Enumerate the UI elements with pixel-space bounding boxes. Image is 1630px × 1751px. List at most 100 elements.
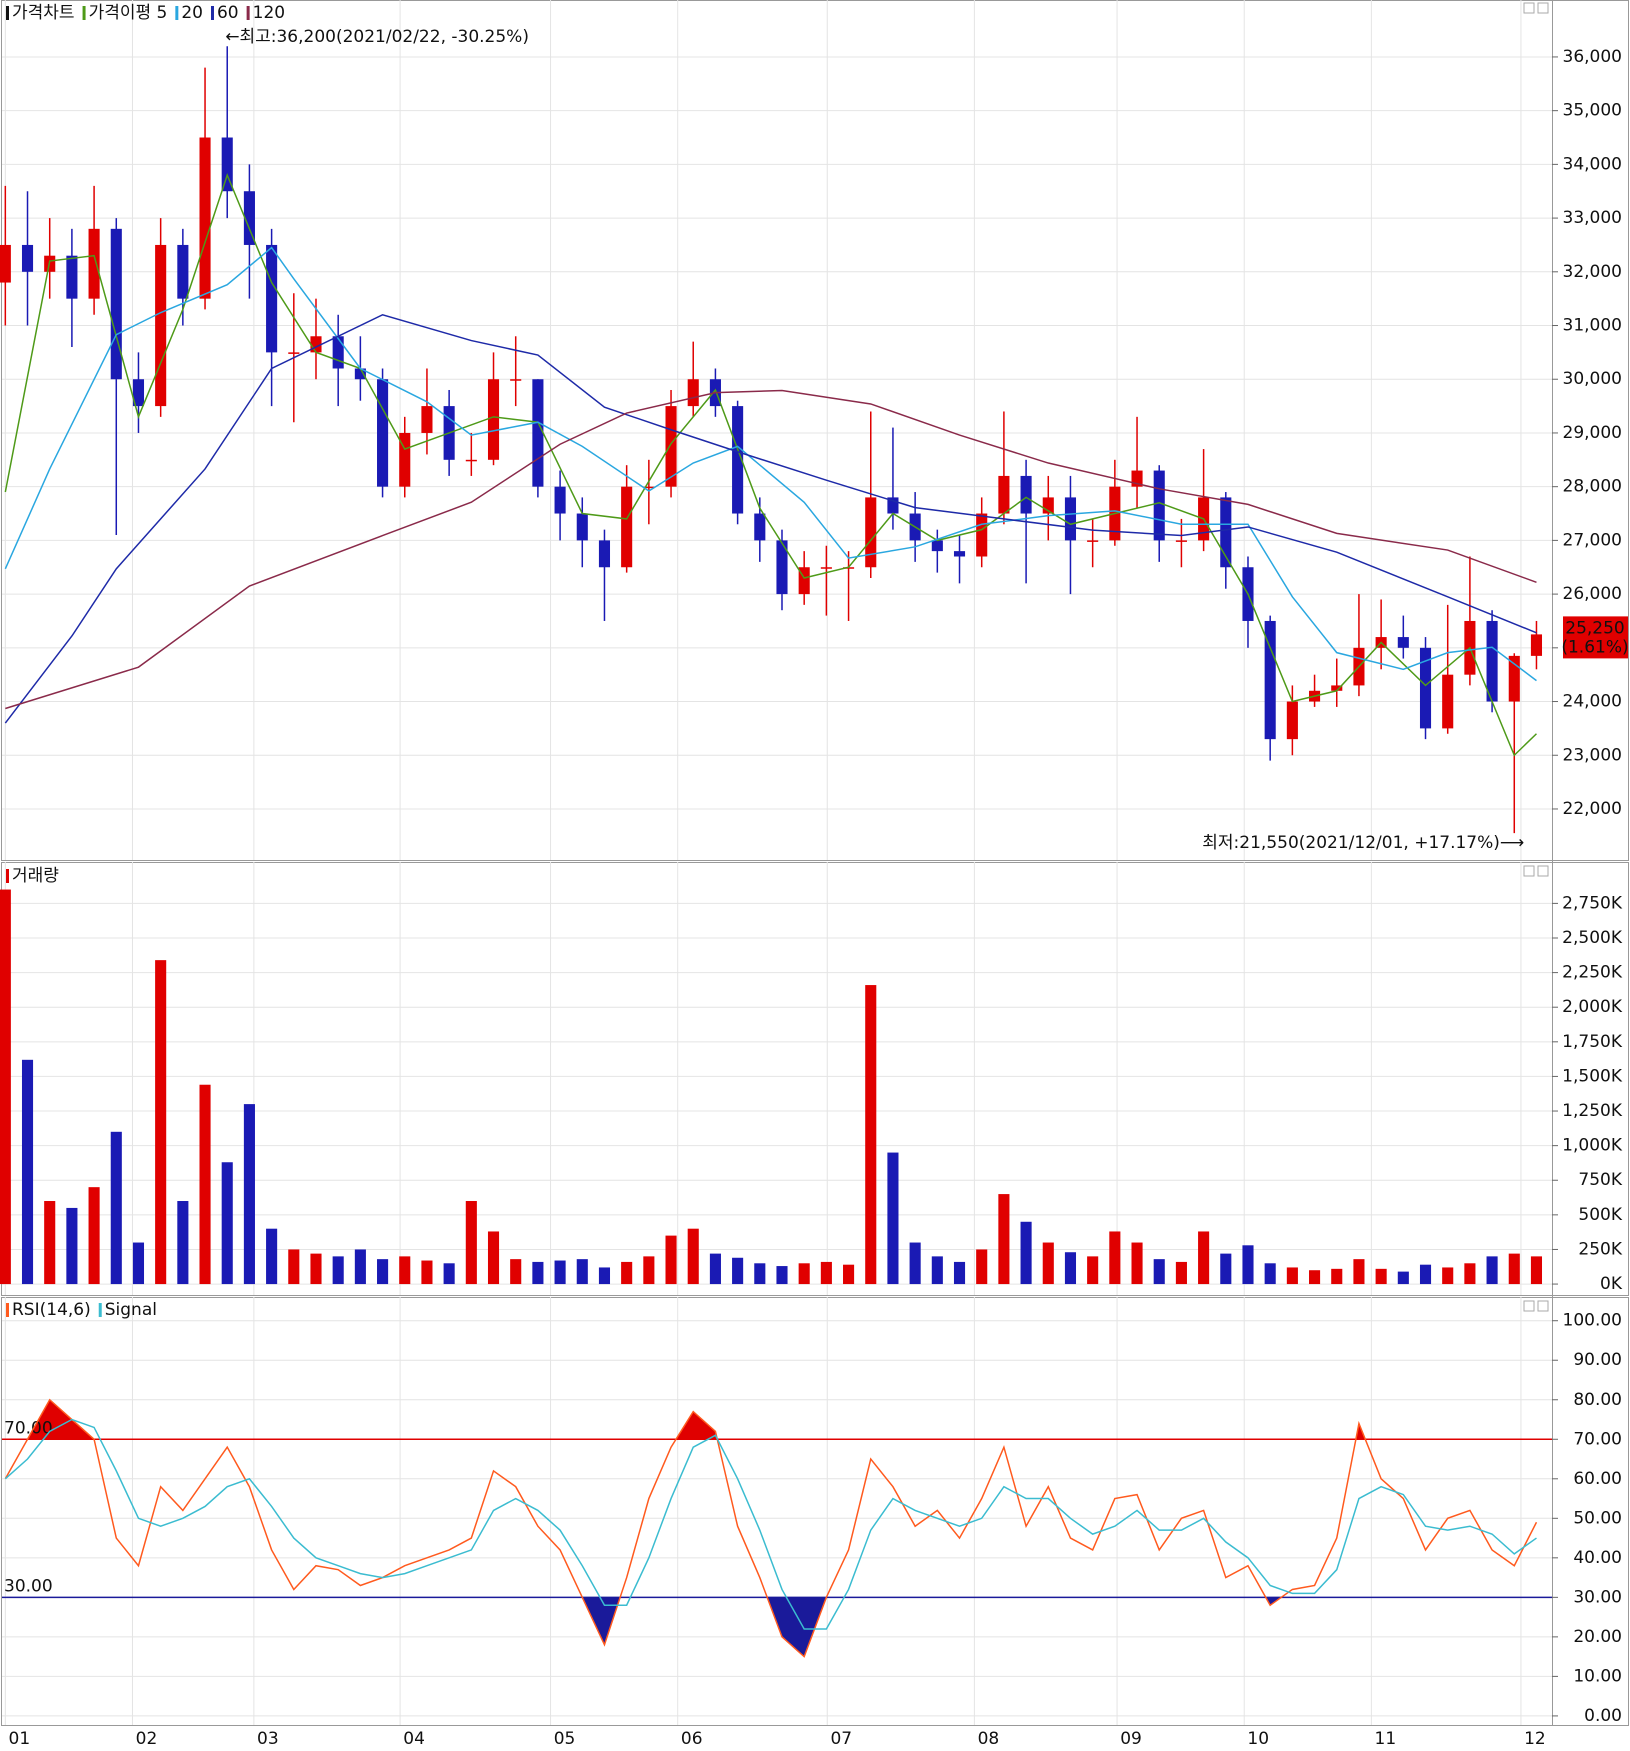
candle-body xyxy=(643,486,655,489)
candle-body xyxy=(953,551,966,557)
candle-body xyxy=(1264,620,1276,740)
candle-body xyxy=(754,513,766,541)
moving-average-line xyxy=(5,389,1537,710)
y-tick-label: 33,000 xyxy=(1563,208,1622,228)
candle-body xyxy=(887,497,899,514)
legend-label: Signal xyxy=(105,1300,157,1320)
overbought-fill xyxy=(27,1399,1366,1440)
candle-body xyxy=(487,379,500,460)
y-tick-label: 100.00 xyxy=(1563,1311,1622,1331)
volume-bar xyxy=(931,1256,943,1285)
minimize-button[interactable] xyxy=(1523,2,1535,14)
volume-bar xyxy=(487,1231,500,1285)
candle-body xyxy=(132,379,145,407)
candle-body xyxy=(243,191,255,245)
volume-bar xyxy=(1109,1231,1121,1285)
y-tick-label: 60.00 xyxy=(1573,1469,1622,1489)
x-tick-label: 07 xyxy=(830,1729,852,1749)
candle-body xyxy=(1286,701,1298,740)
y-tick-label: 34,000 xyxy=(1563,154,1622,174)
close-button[interactable] xyxy=(1537,2,1549,14)
candle-body xyxy=(332,336,344,369)
volume-bar xyxy=(1264,1263,1276,1285)
legend-swatch xyxy=(98,1303,102,1317)
y-tick-label: 40.00 xyxy=(1573,1548,1622,1568)
moving-average-line xyxy=(4,313,1537,724)
volume-bar xyxy=(199,1084,211,1285)
candle-body xyxy=(931,540,943,552)
candle-body xyxy=(88,228,100,299)
y-tick-label: 36,000 xyxy=(1563,47,1622,67)
volume-bar xyxy=(798,1263,810,1285)
x-tick-label: 08 xyxy=(978,1729,1000,1749)
volume-bar xyxy=(21,1059,34,1285)
rsi-panel xyxy=(1,1297,1629,1726)
candle-body xyxy=(665,406,677,487)
y-tick-label: 35,000 xyxy=(1563,101,1622,121)
y-tick-label: 20.00 xyxy=(1573,1627,1622,1647)
x-tick-label: 01 xyxy=(9,1729,31,1749)
legend-label: 가격이평 5 xyxy=(89,3,168,23)
candle-body xyxy=(687,379,699,407)
volume-bar xyxy=(66,1207,78,1285)
volume-bar xyxy=(532,1261,544,1285)
volume-bar xyxy=(554,1260,566,1285)
volume-bar xyxy=(377,1259,389,1285)
candle-body xyxy=(465,459,477,462)
volume-bar xyxy=(1131,1242,1143,1285)
volume-bar xyxy=(1020,1221,1032,1285)
panel-buttons xyxy=(1523,2,1549,1312)
volume-bar xyxy=(1309,1270,1321,1285)
candle-body xyxy=(66,255,78,299)
legend-label: 20 xyxy=(181,3,203,23)
candle-body xyxy=(820,567,832,569)
volume-bar xyxy=(1353,1259,1365,1285)
minimize-button[interactable] xyxy=(1523,865,1535,877)
volume-bar xyxy=(953,1261,966,1285)
candle-body xyxy=(266,244,278,353)
volume-bar xyxy=(909,1242,921,1285)
y-tick-label: 30,000 xyxy=(1563,369,1622,389)
candle-body xyxy=(532,379,544,487)
candle-body xyxy=(554,486,566,514)
close-button[interactable] xyxy=(1537,865,1549,877)
legend-label: 60 xyxy=(217,3,239,23)
volume-bar xyxy=(354,1249,366,1285)
volume-bar xyxy=(776,1266,788,1285)
candle-body xyxy=(1442,674,1454,729)
volume-bar xyxy=(177,1201,189,1285)
volume-bar xyxy=(843,1264,855,1285)
x-tick-label: 02 xyxy=(136,1729,158,1749)
y-tick-label: 1,000K xyxy=(1562,1136,1623,1156)
volume-bar xyxy=(665,1235,677,1285)
volume-bars xyxy=(0,889,1543,1285)
x-tick-label: 04 xyxy=(403,1729,425,1749)
candle-body xyxy=(399,432,411,487)
volume-bar xyxy=(1087,1256,1099,1285)
low-annotation: 최저:21,550(2021/12/01, +17.17%)⟶ xyxy=(1202,833,1524,853)
volume-bar xyxy=(0,889,11,1285)
volume-bar xyxy=(709,1253,721,1285)
volume-bar xyxy=(621,1261,633,1285)
volume-bar xyxy=(1419,1264,1432,1285)
candle-body xyxy=(798,567,810,595)
volume-bar xyxy=(421,1260,433,1285)
last-price-box xyxy=(1563,616,1628,659)
volume-bar xyxy=(576,1259,588,1285)
y-tick-label: 2,250K xyxy=(1562,963,1623,983)
candle-body xyxy=(1064,497,1077,541)
candle-body xyxy=(776,540,788,595)
volume-bar xyxy=(399,1256,411,1285)
close-button[interactable] xyxy=(1537,1300,1549,1312)
volume-bar xyxy=(1175,1261,1187,1285)
candle-body xyxy=(1331,685,1343,691)
volume-bar xyxy=(44,1201,56,1285)
candle-body xyxy=(1131,470,1143,487)
candle-body xyxy=(1020,475,1032,514)
legend-label: 가격차트 xyxy=(12,3,75,23)
volume-bar xyxy=(132,1242,145,1285)
y-tick-label: 32,000 xyxy=(1563,262,1622,282)
minimize-button[interactable] xyxy=(1523,1300,1535,1312)
y-tick-label: 0K xyxy=(1600,1274,1623,1294)
y-tick-label: 27,000 xyxy=(1563,530,1622,550)
